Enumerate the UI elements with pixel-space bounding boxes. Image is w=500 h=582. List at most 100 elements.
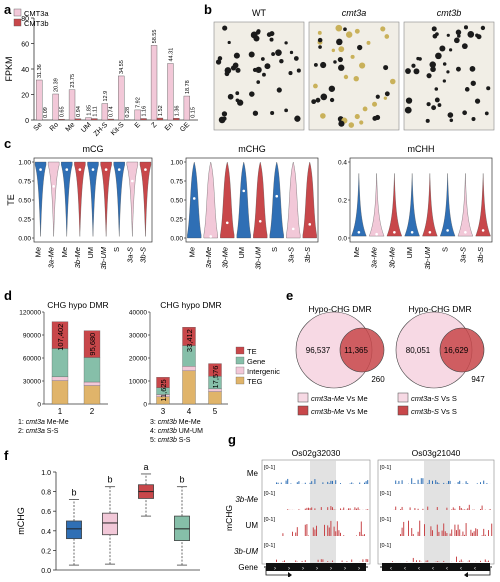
x-tick-label: 4 [187, 407, 192, 416]
signal-bar [462, 509, 463, 510]
signal-bar [469, 505, 470, 510]
violin-median [226, 222, 229, 225]
signal-bar [480, 509, 481, 510]
significance-letter: a [143, 462, 148, 472]
bar-cmt3b [91, 119, 97, 120]
bar-segment [52, 381, 68, 404]
seed-dot [443, 79, 446, 82]
violin [387, 173, 402, 236]
significance-letter: b [179, 475, 184, 485]
signal-bar [432, 530, 433, 536]
x-tick-label: UM [405, 247, 414, 259]
signal-bar [443, 523, 444, 536]
y-tick-label: 0.75 [18, 179, 31, 186]
seed-dot [432, 26, 437, 31]
y-tick-label: 0 [25, 118, 29, 125]
seed-dot [320, 113, 326, 119]
seed-dot [426, 119, 430, 123]
seed-dot [256, 80, 260, 84]
x-tick-label: 3b-UM [253, 246, 262, 269]
subplot-title: mCHG [238, 144, 266, 154]
signal-bar [413, 534, 414, 536]
x-tick-label: 3a-Me [370, 247, 379, 268]
signal-bar [477, 483, 478, 484]
gene-id: Os03g21040 [412, 448, 461, 458]
micrograph-title: cmt3a [342, 8, 367, 18]
y-tick-label: 20000 [129, 356, 147, 363]
signal-bar [398, 481, 399, 484]
signal-bar [456, 530, 457, 536]
seed-dot [355, 114, 360, 119]
signal-bar [445, 531, 446, 536]
signal-bar [418, 509, 419, 510]
violin [204, 162, 218, 238]
micrograph-title: cmt3b [437, 8, 462, 18]
bar-value-label: 1.36 [174, 106, 180, 117]
seed-dot [363, 107, 368, 112]
x-tick-label: GE [179, 121, 191, 133]
signal-bar [422, 509, 423, 510]
seed-dot [385, 91, 390, 96]
seed-dot [235, 91, 239, 95]
seed-dot [384, 96, 387, 99]
bar-segment [183, 371, 196, 404]
x-tick-label: 3b-S [138, 247, 147, 263]
signal-bar [469, 560, 470, 562]
signal-bar [414, 483, 415, 484]
legend-swatch [236, 367, 244, 374]
track-label: Me [247, 469, 259, 478]
y-tick-label: 90000 [23, 333, 41, 340]
signal-bar [308, 508, 309, 510]
signal-bar [318, 560, 319, 562]
signal-bar [290, 483, 291, 484]
signal-bar [454, 525, 455, 536]
signal-bar [451, 529, 452, 536]
y-tick-label: 0.50 [170, 198, 183, 205]
signal-bar [298, 481, 299, 484]
venn-value-overlap: 11,365 [344, 346, 368, 355]
seed-dot [354, 76, 359, 81]
signal-bar [459, 529, 460, 536]
violin-median [118, 168, 121, 171]
signal-bar [448, 481, 449, 484]
signal-bar [456, 557, 457, 562]
signal-bar [364, 483, 365, 484]
seed-dot [271, 52, 275, 56]
bar-total-label: 107,402 [56, 324, 65, 351]
legend-label: cmt3a-Me Vs Me [311, 394, 368, 403]
bar-value-label: 0.15 [191, 107, 197, 118]
violin [35, 162, 46, 236]
seed-dot [330, 98, 334, 102]
bar-total-label: 95,680 [88, 333, 97, 356]
signal-bar [276, 482, 277, 484]
signal-bar [467, 508, 468, 510]
seed-dot [225, 71, 230, 76]
violin-median [259, 220, 262, 223]
signal-bar [474, 531, 475, 536]
legend-label: TEG [247, 377, 263, 386]
violin-median [429, 231, 432, 234]
seed-dot [264, 63, 270, 69]
seed-dot [253, 111, 258, 116]
violin-median [292, 228, 295, 231]
signal-bar [488, 561, 489, 562]
panel-d-stacked-bars: CHG hypo DMR0300006000090000120000107,40… [18, 300, 280, 444]
seed-dot [284, 41, 287, 44]
signal-bar [276, 560, 277, 562]
violin-median [275, 195, 278, 198]
seed-dot [262, 73, 266, 77]
seed-dot [318, 38, 323, 43]
bar-value-label: 58.55 [152, 30, 158, 44]
seed-dot [279, 59, 283, 63]
signal-bar [306, 508, 307, 510]
seed-dot [261, 57, 265, 61]
signal-bar [395, 507, 396, 510]
x-tick-label: 3b-Me [220, 247, 229, 268]
seed-dot [338, 65, 344, 71]
bar-value-label: 1.52 [158, 105, 164, 116]
signal-bar [437, 507, 438, 510]
y-tick-label: 60 [21, 42, 29, 49]
bar-cmt3b [75, 119, 81, 120]
seed-dot [414, 68, 420, 74]
